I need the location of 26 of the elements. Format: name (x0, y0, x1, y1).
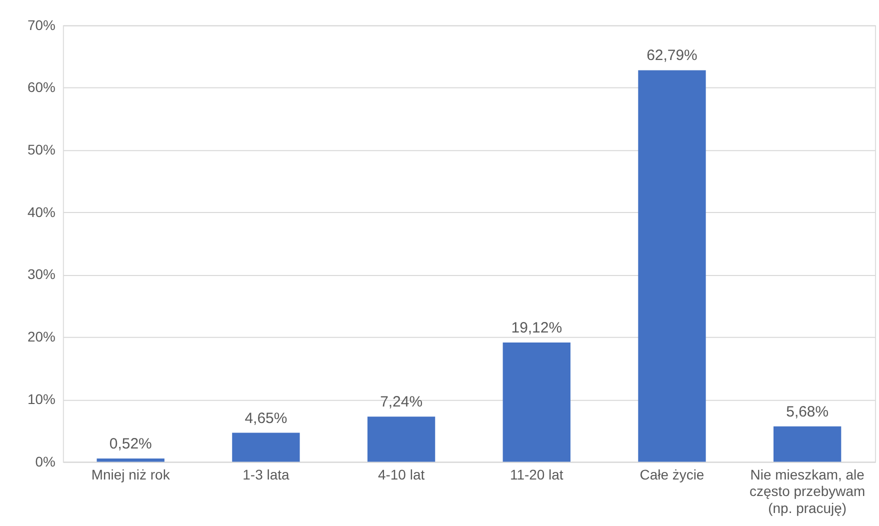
x-tick-label: 1-3 lata (242, 466, 290, 482)
y-tick-label: 70% (27, 16, 56, 33)
y-tick-label: 50% (27, 141, 56, 158)
x-tick-label: Nie mieszkam, ale często przebywam (np. pracuję) (749, 466, 866, 516)
x-tick-label: 4-10 lat (378, 466, 425, 482)
y-tick-label: 30% (27, 266, 56, 282)
bar (773, 426, 842, 462)
data-label: 0,52% (109, 436, 152, 453)
bar (96, 458, 164, 462)
bar (638, 70, 706, 462)
y-tick-label: 10% (27, 390, 56, 407)
bar (502, 342, 570, 462)
x-tick-label: 11-20 lat (510, 466, 564, 482)
y-tick-label: 20% (27, 328, 56, 345)
bar (367, 416, 436, 462)
y-tick-label: 0% (35, 453, 56, 470)
y-tick-label: 60% (27, 79, 56, 96)
data-label: 19,12% (511, 320, 562, 337)
x-tick-label: Mniej niż rok (91, 466, 170, 482)
data-label: 62,79% (646, 47, 698, 64)
data-label: 7,24% (380, 394, 423, 411)
data-label: 4,65% (244, 410, 288, 427)
bar (232, 432, 300, 462)
data-label: 5,68% (786, 403, 829, 420)
y-tick-label: 40% (27, 204, 56, 220)
x-tick-label: Całe życie (640, 466, 704, 482)
